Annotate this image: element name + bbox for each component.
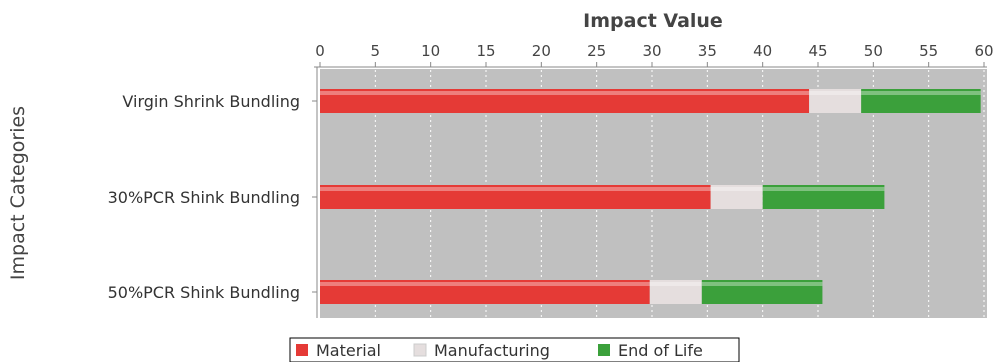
x-tick-label: 10	[421, 42, 440, 60]
bar-highlight	[701, 282, 823, 286]
bar-highlight	[762, 187, 885, 191]
x-tick-label: 0	[315, 42, 325, 60]
bar-highlight	[320, 282, 650, 286]
x-tick-label: 45	[808, 42, 827, 60]
legend-label: Material	[316, 341, 381, 360]
bar-segment: End of Life: 11	[762, 185, 885, 209]
bar-segment: Manufacturing: 4.7	[649, 280, 702, 304]
legend-swatch	[413, 343, 427, 357]
category-label: Virgin Shrink Bundling	[122, 92, 300, 111]
bar-highlight	[320, 91, 810, 95]
bar-segment: Material: 44.2	[320, 89, 810, 113]
y-axis-title: Impact Categories	[7, 106, 29, 280]
bar-highlight	[320, 187, 711, 191]
bar-highlight	[649, 282, 702, 286]
x-tick-label: 50	[864, 42, 883, 60]
legend-box	[289, 337, 740, 362]
legend-label: End of Life	[618, 341, 703, 360]
x-tick-label: 30	[642, 42, 661, 60]
x-tick-label: 15	[476, 42, 495, 60]
x-tick-label: 55	[919, 42, 938, 60]
bar-segment: End of Life: 10.9	[701, 280, 823, 304]
bar-segment: Manufacturing: 4.7	[809, 89, 862, 113]
category-label: 50%PCR Shink Bundling	[108, 283, 300, 302]
x-tick-label: 40	[753, 42, 772, 60]
bar-segment: End of Life: 10.8	[861, 89, 981, 113]
x-tick-label: 25	[587, 42, 606, 60]
bar-segment: Manufacturing: 4.7	[710, 185, 763, 209]
bar-highlight	[861, 91, 981, 95]
x-tick-label: 20	[532, 42, 551, 60]
x-tick-label: 5	[371, 42, 381, 60]
legend-swatch	[296, 344, 308, 356]
legend: Material Manufacturing End of Life	[289, 337, 740, 362]
x-axis-ticks: 0 5 10 15 20 25 30 35 40 45 50 55 60	[315, 42, 994, 67]
bars: Material: 44.2Manufacturing: 4.7End of L…	[320, 89, 981, 304]
category-label: 30%PCR Shink Bundling	[108, 188, 300, 207]
bar-segment: Material: 29.8	[320, 280, 650, 304]
legend-label: Manufacturing	[434, 341, 550, 360]
x-tick-label: 60	[974, 42, 993, 60]
bar-highlight	[710, 187, 763, 191]
category-labels: Virgin Shrink Bundling 30%PCR Shink Bundl…	[108, 92, 317, 302]
bar-highlight	[809, 91, 862, 95]
x-tick-label: 35	[698, 42, 717, 60]
bar-segment: Material: 35.3	[320, 185, 711, 209]
legend-swatch	[598, 344, 610, 356]
x-axis-title: Impact Value	[583, 10, 723, 32]
